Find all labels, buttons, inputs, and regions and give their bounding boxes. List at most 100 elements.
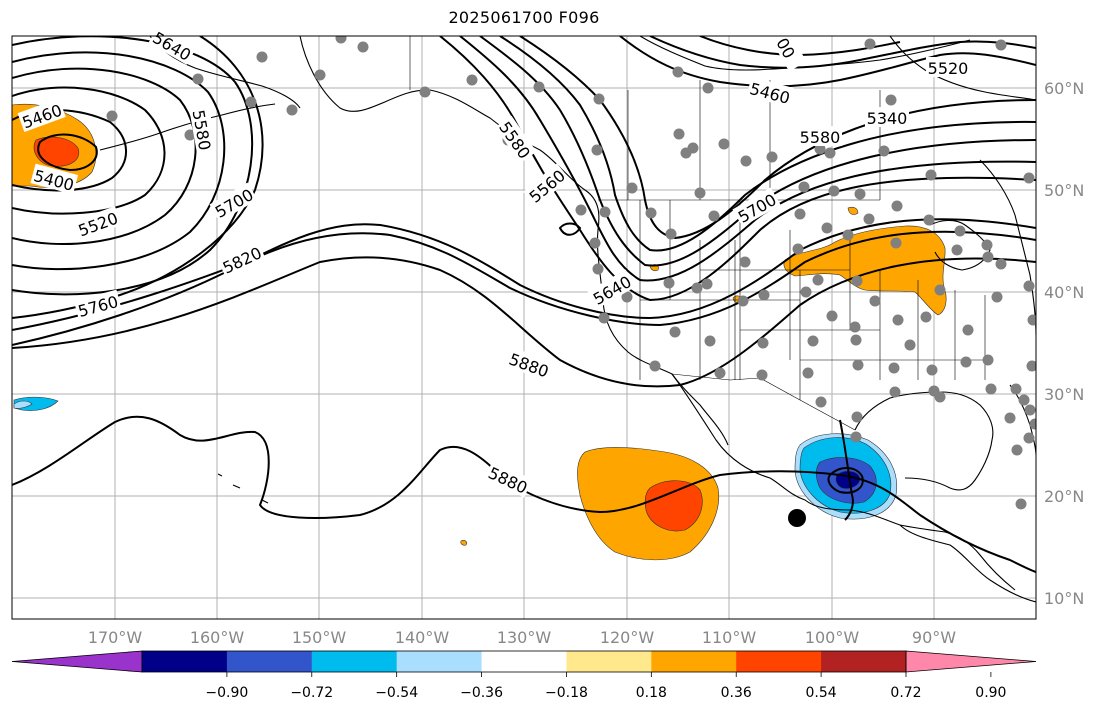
station-dot [800,286,812,298]
colorbar-tick-label: −0.18 [545,685,588,701]
station-dot [850,431,862,443]
station-dot [589,237,601,249]
lat-tick-label: 20°N [1044,487,1084,506]
station-dot [849,321,861,333]
station-dot [621,291,633,303]
station-dot [708,210,720,222]
station-dot [1010,383,1022,395]
colorbar-tick-label: −0.54 [375,685,418,701]
station-dot [314,69,326,81]
station-dot [592,263,604,275]
contour-label-bg [523,163,570,208]
lon-tick-label: 170°W [88,628,143,647]
coastline-east [979,159,1036,336]
station-dot [982,354,994,366]
station-dot [419,86,431,98]
station-dot [892,314,904,326]
colorbar-extend-max [905,650,1037,673]
station-dot [575,204,587,216]
contour-low-inner [37,133,98,172]
contour-alaska-low [558,222,582,236]
station-dot [718,138,730,150]
station-dot [852,359,864,371]
station-dot [1011,444,1023,456]
station-dot [926,364,938,376]
station-dot [888,362,900,374]
station-dot [923,214,935,226]
station-dot [807,335,819,347]
lon-tick-label: 140°W [395,628,450,647]
contour-label-bg [798,126,842,146]
coastline-hudson [889,36,1036,101]
lat-tick-label: 10°N [1044,589,1084,608]
station-dot [960,356,972,368]
station-dot [934,284,946,296]
station-dot [691,282,703,294]
station-dot [981,239,993,251]
station-dot [286,104,298,116]
station-dot [864,38,876,50]
colorbar: −0.90 −0.72 −0.54 −0.36 −0.18 0.18 0.36 0.54 0.7… [11,650,1037,701]
lat-tick-label: 50°N [1044,181,1084,200]
coastline-great-lakes [929,219,991,271]
lon-tick-label: 120°W [600,628,655,647]
station-dot [885,94,897,106]
station-dot [245,96,257,108]
station-dot [106,110,118,122]
contour-low-ring-2 [12,86,166,215]
colorbar-tick-label: 0.54 [806,685,837,701]
coastline-baja [671,373,729,446]
station-dot [665,228,677,240]
station-dot [904,339,916,351]
colorbar-segment [142,651,228,672]
station-dot [672,66,684,78]
station-dot [714,367,726,379]
station-dot [757,337,769,349]
contour-label: 5520 [928,59,969,78]
longitude-ticks: 170°W 160°W 150°W 140°W 130°W 120°W 110°W 100°W… [88,628,956,647]
station-dot [1027,314,1036,326]
station-dot [951,244,963,256]
contour-trough-2 [459,36,1036,282]
station-markers [106,36,1036,510]
contour-north-1 [619,36,1036,88]
station-dot [991,291,1003,303]
lon-tick-label: 130°W [497,628,552,647]
station-dot [878,145,890,157]
station-dot [798,181,810,193]
station-dot [533,81,545,93]
anomaly-area-west-low-core [33,136,80,167]
contour-label-bg [495,115,537,164]
colorbar-segment [396,651,483,672]
colorbar-segment [821,651,907,672]
station-dot [842,229,854,241]
station-dot [792,243,804,255]
contour-gulf-low [827,467,864,494]
station-dot [737,295,749,307]
station-dot [739,256,751,268]
contour-label-bg [30,163,79,195]
contour-label: 5340 [867,109,908,128]
station-dot [891,200,903,212]
latitude-ticks: 10°N 20°N 30°N 40°N 50°N 60°N [1044,79,1084,608]
station-dot [962,324,974,336]
station-dot [1023,432,1035,444]
station-dot [920,311,932,323]
station-dot [740,155,752,167]
station-dot [184,129,196,141]
storm-center-marker [788,509,806,527]
station-dot [598,312,610,324]
colorbar-segment [566,651,652,672]
station-dot [982,251,994,263]
anomaly-area-hawaii-dot [460,540,467,546]
contour-gulf-trough [839,419,854,521]
station-dot [756,369,768,381]
map-grid [12,36,1036,619]
lat-tick-label: 60°N [1044,79,1084,98]
station-dot [802,367,814,379]
contour-label-bg [732,187,781,227]
station-dot [995,258,1007,270]
colorbar-extend-min [11,650,143,673]
